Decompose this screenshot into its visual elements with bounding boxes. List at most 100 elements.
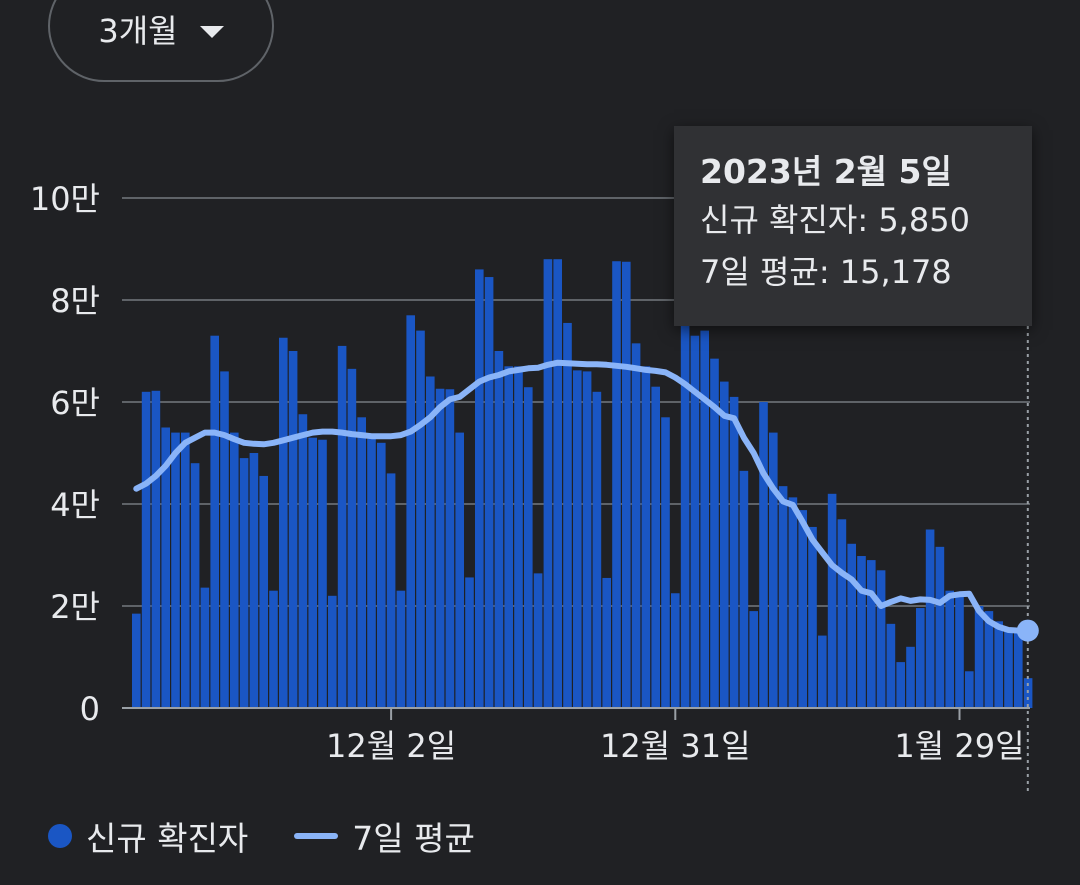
tooltip-average: 7일 평균: 15,178	[700, 253, 952, 291]
case-bar[interactable]	[151, 390, 161, 708]
case-bar[interactable]	[778, 486, 788, 708]
y-tick-label: 10만	[30, 180, 100, 218]
cases-bars[interactable]	[132, 259, 1033, 709]
case-bar[interactable]	[808, 526, 817, 708]
case-bar[interactable]	[484, 277, 494, 708]
case-bar[interactable]	[906, 646, 915, 708]
case-bar[interactable]	[200, 587, 210, 708]
case-bar[interactable]	[533, 573, 543, 708]
case-bar[interactable]	[612, 261, 621, 708]
case-bar[interactable]	[573, 370, 582, 708]
case-bar[interactable]	[592, 391, 602, 708]
case-bar[interactable]	[279, 337, 288, 708]
case-bar[interactable]	[367, 438, 376, 708]
case-bar[interactable]	[739, 470, 749, 708]
case-bar[interactable]	[1004, 628, 1013, 708]
case-bar[interactable]	[426, 376, 435, 709]
case-bar[interactable]	[190, 463, 200, 708]
case-bar[interactable]	[504, 366, 513, 708]
x-axis: 12월 2일 12월 31일 1월 29일	[122, 707, 1030, 765]
case-bar[interactable]	[720, 381, 729, 708]
case-bar[interactable]	[455, 432, 464, 708]
case-bar[interactable]	[896, 662, 905, 708]
case-bar[interactable]	[729, 396, 739, 708]
case-bar[interactable]	[955, 595, 964, 708]
legend-item-cases[interactable]: 신규 확진자	[48, 812, 248, 860]
case-bar[interactable]	[396, 590, 406, 708]
case-bar[interactable]	[259, 475, 268, 708]
case-bar[interactable]	[220, 371, 229, 708]
case-bar[interactable]	[249, 453, 259, 708]
case-bar[interactable]	[984, 611, 994, 708]
selected-point-marker	[1016, 619, 1039, 642]
case-bar[interactable]	[994, 621, 1003, 708]
case-bar[interactable]	[386, 473, 396, 708]
legend-item-average[interactable]: 7일 평균	[294, 812, 475, 860]
case-bar[interactable]	[690, 335, 700, 708]
case-bar[interactable]	[925, 529, 935, 709]
case-bar[interactable]	[641, 366, 651, 708]
case-bar[interactable]	[857, 556, 866, 708]
case-bar[interactable]	[700, 330, 709, 708]
case-bar[interactable]	[445, 389, 455, 708]
case-bar[interactable]	[161, 427, 170, 709]
case-bar[interactable]	[867, 560, 876, 708]
case-bar[interactable]	[788, 497, 798, 708]
case-bar[interactable]	[651, 386, 660, 708]
case-bar[interactable]	[710, 358, 719, 708]
case-bar[interactable]	[337, 345, 347, 708]
case-bar[interactable]	[680, 294, 690, 708]
case-bar[interactable]	[622, 261, 631, 708]
case-bar[interactable]	[318, 439, 327, 708]
case-bar[interactable]	[1023, 678, 1033, 708]
case-bar[interactable]	[465, 577, 474, 708]
case-bar[interactable]	[827, 493, 837, 708]
case-bar[interactable]	[181, 432, 190, 708]
case-bar[interactable]	[769, 432, 778, 708]
case-bar[interactable]	[759, 402, 768, 708]
case-bar[interactable]	[631, 343, 641, 708]
case-bar[interactable]	[1014, 630, 1023, 708]
case-bar[interactable]	[132, 613, 141, 708]
case-bar[interactable]	[876, 570, 886, 708]
case-bar[interactable]	[328, 595, 337, 708]
case-bar[interactable]	[308, 437, 317, 708]
case-bar[interactable]	[974, 606, 984, 708]
case-bar[interactable]	[818, 635, 827, 708]
case-bar[interactable]	[935, 546, 945, 708]
case-bar[interactable]	[553, 259, 562, 708]
case-bar[interactable]	[475, 269, 484, 708]
range-select-dropdown[interactable]: 3개월	[48, 0, 274, 82]
case-bar[interactable]	[347, 368, 357, 708]
case-bar[interactable]	[141, 391, 151, 708]
case-bar[interactable]	[749, 611, 758, 708]
case-bar[interactable]	[377, 442, 386, 708]
case-bar[interactable]	[171, 432, 180, 708]
case-bar[interactable]	[563, 322, 572, 708]
case-bar[interactable]	[965, 671, 974, 708]
case-bar[interactable]	[357, 417, 366, 708]
case-bar[interactable]	[435, 388, 445, 708]
case-bar[interactable]	[494, 351, 504, 708]
case-bar[interactable]	[916, 608, 925, 708]
case-bar[interactable]	[416, 330, 425, 708]
case-bar[interactable]	[298, 414, 308, 708]
case-bar[interactable]	[230, 432, 239, 708]
case-bar[interactable]	[514, 366, 523, 708]
case-bar[interactable]	[837, 519, 847, 708]
case-bar[interactable]	[582, 371, 592, 708]
case-bar[interactable]	[945, 590, 954, 708]
case-bar[interactable]	[239, 458, 249, 708]
case-bar[interactable]	[661, 417, 670, 708]
case-bar[interactable]	[406, 315, 415, 708]
case-bar[interactable]	[210, 335, 219, 708]
case-bar[interactable]	[671, 593, 680, 708]
case-bar[interactable]	[602, 577, 611, 708]
case-bar[interactable]	[269, 590, 278, 708]
case-bar[interactable]	[288, 351, 298, 708]
case-bar[interactable]	[847, 543, 856, 708]
case-bar[interactable]	[798, 510, 807, 708]
case-bar[interactable]	[543, 259, 553, 708]
case-bar[interactable]	[886, 623, 896, 708]
case-bar[interactable]	[524, 387, 533, 708]
